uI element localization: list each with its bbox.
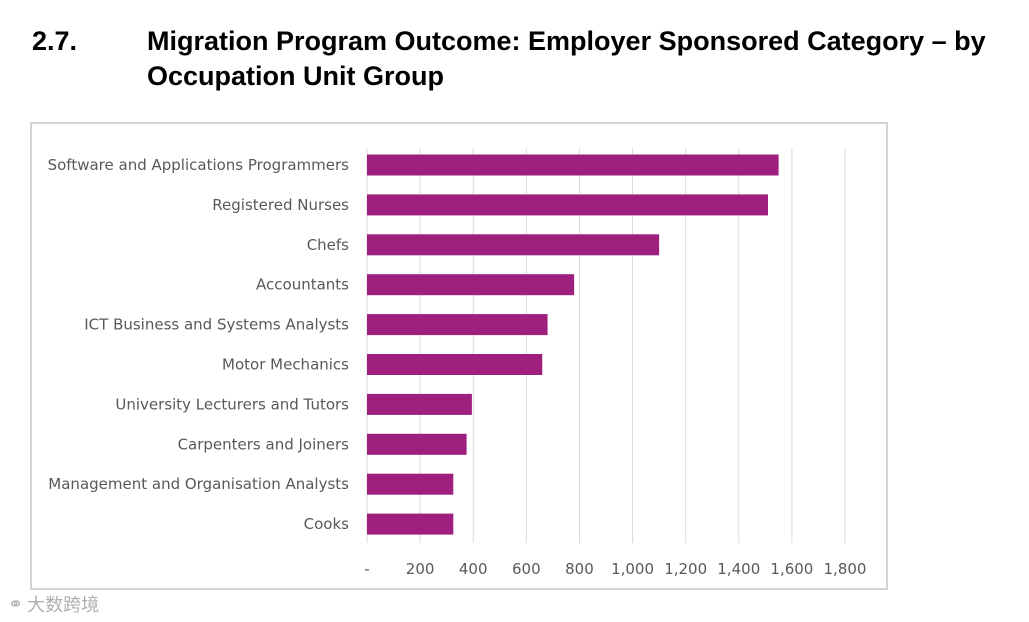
category-label: University Lecturers and Tutors xyxy=(115,395,349,413)
bar xyxy=(367,314,548,336)
weibo-icon: ⚭ xyxy=(8,593,24,615)
tick-label: 1,400 xyxy=(717,560,760,578)
bar xyxy=(367,393,472,415)
tick-label: 1,200 xyxy=(664,560,707,578)
bar xyxy=(367,473,454,495)
category-label: Carpenters and Joiners xyxy=(178,435,350,453)
category-label: ICT Business and Systems Analysts xyxy=(84,316,349,334)
tick-label: 1,800 xyxy=(824,560,867,578)
tick-label: 200 xyxy=(406,560,435,578)
category-label: Software and Applications Programmers xyxy=(48,156,350,174)
category-label: Management and Organisation Analysts xyxy=(48,475,349,493)
bar xyxy=(367,154,779,176)
bar xyxy=(367,513,454,535)
tick-label: 600 xyxy=(512,560,541,578)
tick-label: - xyxy=(364,560,369,578)
bar xyxy=(367,274,575,296)
category-label: Chefs xyxy=(307,236,349,254)
bar xyxy=(367,433,467,455)
category-label: Accountants xyxy=(256,276,349,294)
category-label: Registered Nurses xyxy=(212,196,349,214)
tick-label: 1,600 xyxy=(770,560,813,578)
section-title: Migration Program Outcome: Employer Spon… xyxy=(147,26,986,91)
section-number: 2.7. xyxy=(32,26,78,56)
tick-label: 800 xyxy=(565,560,594,578)
bar xyxy=(367,354,543,375)
tick-label: 400 xyxy=(459,560,488,578)
category-label: Motor Mechanics xyxy=(222,356,349,374)
footer-watermark-logo: ⚭ 大数跨境 xyxy=(8,590,99,618)
footer-watermark-text: 大数跨境 xyxy=(27,595,100,616)
category-label: Cooks xyxy=(304,515,350,533)
bar xyxy=(367,234,660,256)
bar xyxy=(367,194,768,216)
tick-label: 1,000 xyxy=(611,560,654,578)
